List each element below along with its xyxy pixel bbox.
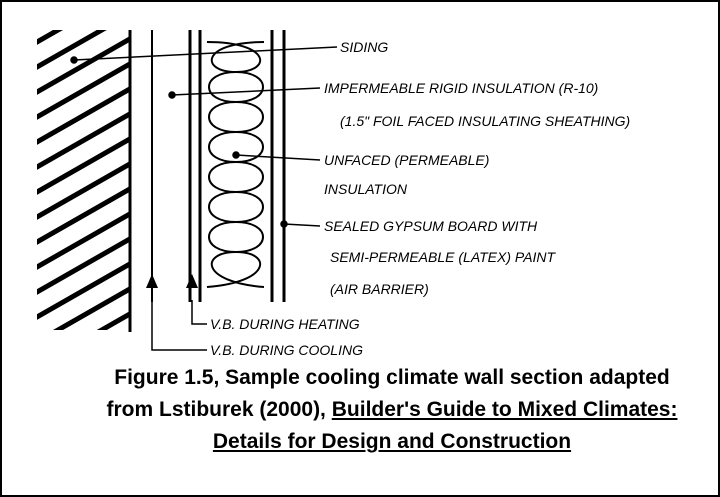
- label: SEALED GYPSUM BOARD WITH: [324, 218, 538, 234]
- caption-text: Figure 1.5, Sample cooling climate wall …: [106, 366, 670, 421]
- wall-section: SIDING IMPERMEABLE RIGID INSULATION (R-1…: [37, 30, 630, 358]
- caption: Figure 1.5, Sample cooling climate wall …: [97, 362, 687, 458]
- label: INSULATION: [324, 181, 408, 197]
- label: V.B. DURING HEATING: [210, 316, 360, 332]
- leaders: [70, 46, 338, 351]
- label: IMPERMEABLE RIGID INSULATION (R-10): [324, 80, 598, 96]
- caption-title: Builder's Guide to Mixed Climates: Detai…: [212, 398, 678, 453]
- siding-hatch: [37, 30, 129, 330]
- label: SIDING: [340, 39, 388, 55]
- arrowheads: [146, 274, 198, 288]
- label: (1.5" FOIL FACED INSULATING SHEATHING): [340, 113, 630, 129]
- batt-insulation: [206, 41, 265, 288]
- label: UNFACED (PERMEABLE): [324, 152, 489, 168]
- label: V.B. DURING COOLING: [210, 342, 363, 358]
- label: (AIR BARRIER): [330, 281, 429, 297]
- label: SEMI-PERMEABLE (LATEX) PAINT: [330, 249, 557, 265]
